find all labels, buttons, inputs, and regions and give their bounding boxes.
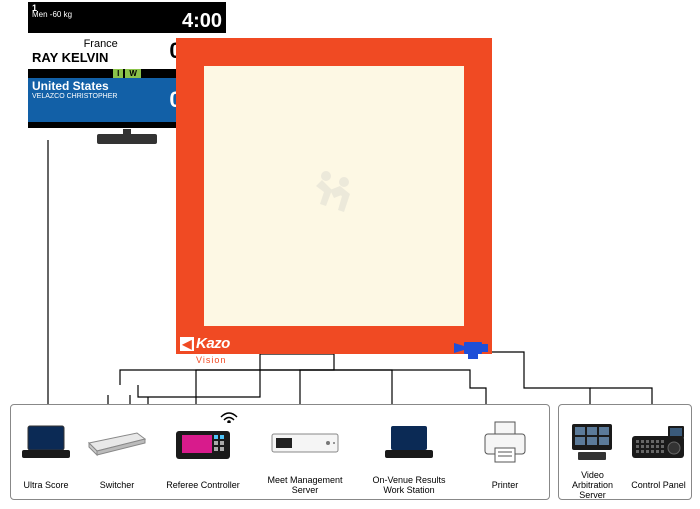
category-label: Men -60 kg: [28, 10, 72, 19]
printer-icon: [481, 420, 529, 464]
laptop-icon: [383, 424, 435, 460]
mat-brand: ◀ Kazo: [180, 335, 230, 352]
device-control-panel: Control Panel: [626, 405, 691, 499]
device-label: Printer: [492, 475, 519, 497]
device-switcher: Switcher: [81, 405, 153, 499]
controller-icon: [174, 423, 232, 461]
device-ultra-score: Ultra Score: [11, 405, 81, 499]
device-label: Meet ManagementServer: [267, 475, 342, 497]
tatami-mat: ◀ Kazo Vision: [176, 38, 492, 354]
device-label: On-Venue ResultsWork Station: [372, 475, 445, 497]
device-label: Control Panel: [631, 475, 686, 497]
i-badge: I: [113, 69, 123, 78]
switcher-icon: [87, 427, 147, 457]
match-timer: 4:00: [182, 10, 226, 33]
device-on-venue-results: On-Venue ResultsWork Station: [357, 405, 461, 499]
device-label: Ultra Score: [23, 475, 68, 497]
brand-subtext: Vision: [196, 355, 226, 365]
equipment-rack-1: Ultra Score Switcher Referee Controller …: [10, 404, 550, 500]
device-printer: Printer: [461, 405, 549, 499]
laptop-icon: [20, 424, 72, 460]
tv-stand: [97, 134, 157, 144]
equipment-rack-2: Video ArbitrationServer Control Panel: [558, 404, 692, 500]
judoka-icon: [304, 166, 364, 226]
device-referee-controller: Referee Controller: [153, 405, 253, 499]
device-label: Switcher: [100, 475, 135, 497]
device-label: Referee Controller: [166, 475, 240, 497]
device-video-arbitration-server: Video ArbitrationServer: [559, 405, 626, 499]
wifi-icon: [219, 407, 239, 423]
white-name: RAY KELVIN: [32, 50, 169, 65]
camera-icon: [454, 338, 488, 365]
control-panel-icon: [630, 424, 686, 460]
brand-arrow-icon: ◀: [180, 337, 194, 351]
video-server-icon: [568, 422, 616, 462]
server-icon: [270, 428, 340, 456]
device-label: Video ArbitrationServer: [561, 475, 624, 497]
white-country: France: [32, 38, 169, 50]
mat-inner: [204, 66, 464, 326]
blue-country: United States: [32, 79, 169, 93]
device-meet-management-server: Meet ManagementServer: [253, 405, 357, 499]
w-badge: W: [125, 69, 141, 78]
blue-name: VELAZCO CHRISTOPHER: [32, 93, 169, 100]
brand-text: Kazo: [196, 335, 230, 352]
